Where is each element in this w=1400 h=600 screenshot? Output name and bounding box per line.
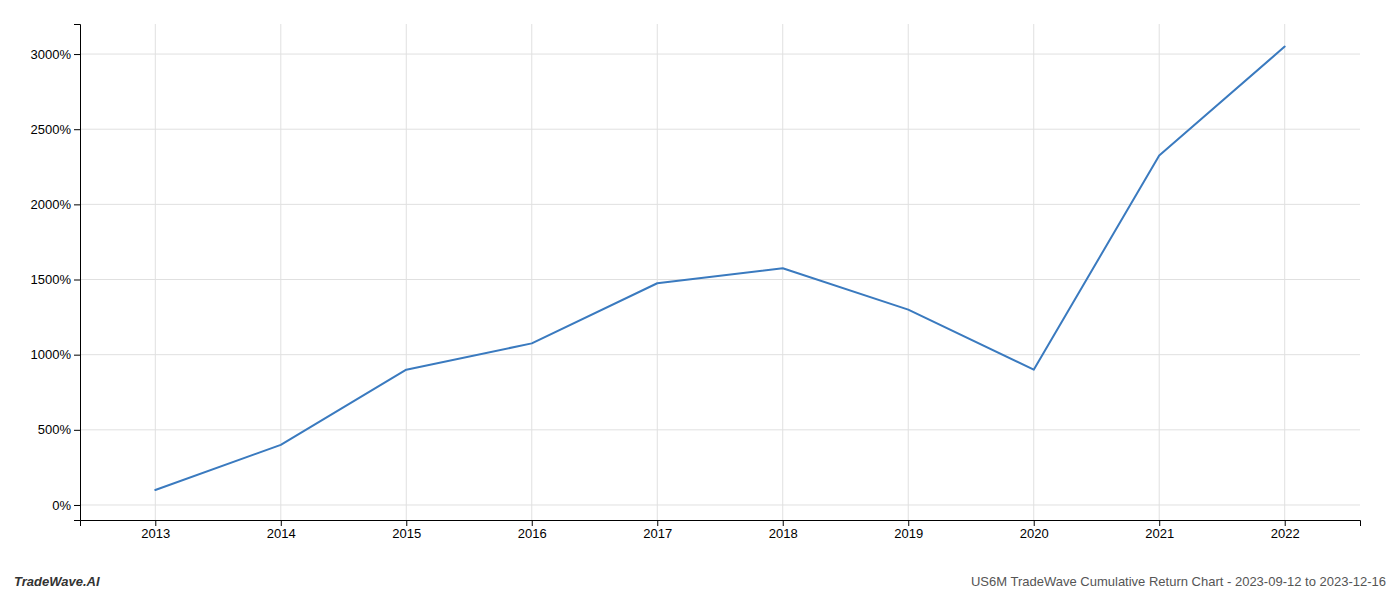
tick-label: 2500%: [31, 122, 72, 137]
grid-line: [1159, 24, 1160, 520]
tick-mark: [657, 520, 658, 526]
tick: 2022: [1271, 520, 1300, 541]
tick-label: 2000%: [31, 197, 72, 212]
tick-mark: [532, 520, 533, 526]
tick: 2018: [769, 520, 798, 541]
tick-mark: [783, 520, 784, 526]
plot: 2013 2014 2015 2016 2017 2018 2019 2020 2021 2022…: [31, 24, 1361, 541]
tick: 2013: [141, 520, 170, 541]
tick-mark: [1034, 520, 1035, 526]
grid-line: [1284, 24, 1285, 520]
axis-line: [74, 25, 81, 521]
grid-line: [80, 129, 1360, 130]
tick-label: 2014: [267, 526, 296, 541]
tick-label: 2015: [392, 526, 421, 541]
tick-mark: [281, 520, 282, 526]
tick-mark: [74, 54, 80, 55]
tick: 1500%: [31, 272, 80, 287]
grid-line: [80, 54, 1360, 55]
tick: 500%: [38, 422, 80, 437]
tick-mark: [1159, 520, 1160, 526]
tick-mark: [74, 280, 80, 281]
grid-line: [80, 429, 1360, 430]
tick-label: 2017: [643, 526, 672, 541]
tick: 2000%: [31, 197, 80, 212]
tick: 2015: [392, 520, 421, 541]
tick: 2014: [267, 520, 296, 541]
tick-label: 2019: [894, 526, 923, 541]
tick-label: 2022: [1271, 526, 1300, 541]
tick: 2016: [518, 520, 547, 541]
tick-mark: [74, 430, 80, 431]
series: [155, 47, 1284, 490]
grid-line: [80, 279, 1360, 280]
title: US6M TradeWave Cumulative Return Chart -…: [971, 574, 1386, 589]
grid-line: [80, 204, 1360, 205]
grid-line: [406, 24, 407, 520]
x-axis: 2013 2014 2015 2016 2017 2018 2019 2020 2021 2022: [81, 520, 1361, 541]
chart: 2013 2014 2015 2016 2017 2018 2019 2020 2021 2022…: [0, 0, 1400, 600]
tick-mark: [908, 520, 909, 526]
tick: 2500%: [31, 122, 80, 137]
tick-label: 2013: [141, 526, 170, 541]
annotation: TradeWave.AI: [14, 574, 100, 589]
grid-line: [531, 24, 532, 520]
grid-line: [1033, 24, 1034, 520]
tick: 2021: [1145, 520, 1174, 541]
tick: 0%: [52, 498, 80, 513]
grid-line: [908, 24, 909, 520]
tick-mark: [1285, 520, 1286, 526]
tick-label: 500%: [38, 422, 72, 437]
line: [155, 47, 1284, 490]
tick: 2019: [894, 520, 923, 541]
grid: [80, 24, 1360, 520]
tick: 2017: [643, 520, 672, 541]
tick-mark: [155, 520, 156, 526]
grid-line: [80, 354, 1360, 355]
tick: 1000%: [31, 347, 80, 362]
tick-mark: [406, 520, 407, 526]
tick-label: 2016: [518, 526, 547, 541]
y-axis: 0% 500% 1000% 1500% 2000% 2500% 3000%: [31, 25, 81, 521]
grid-line: [155, 24, 156, 520]
tick-mark: [74, 505, 80, 506]
grid-line: [782, 24, 783, 520]
tick-mark: [74, 204, 80, 205]
tick-label: 2020: [1020, 526, 1049, 541]
tick-label: 0%: [52, 498, 71, 513]
tick-label: 1000%: [31, 347, 72, 362]
tick-label: 2018: [769, 526, 798, 541]
tick-mark: [74, 129, 80, 130]
tick-mark: [74, 355, 80, 356]
tick-label: 1500%: [31, 272, 72, 287]
grid-line: [657, 24, 658, 520]
tick-label: 3000%: [31, 47, 72, 62]
tick-label: 2021: [1145, 526, 1174, 541]
grid-line: [80, 504, 1360, 505]
axis-line: [81, 521, 1361, 527]
tick: 2020: [1020, 520, 1049, 541]
tick: 3000%: [31, 47, 80, 62]
